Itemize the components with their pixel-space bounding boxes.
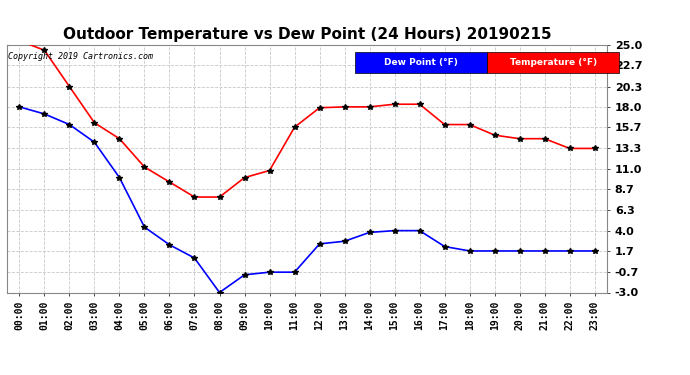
Text: Temperature (°F): Temperature (°F) xyxy=(510,58,597,68)
Text: Dew Point (°F): Dew Point (°F) xyxy=(384,58,458,68)
FancyBboxPatch shape xyxy=(355,53,487,74)
Title: Outdoor Temperature vs Dew Point (24 Hours) 20190215: Outdoor Temperature vs Dew Point (24 Hou… xyxy=(63,27,551,42)
Text: Copyright 2019 Cartronics.com: Copyright 2019 Cartronics.com xyxy=(8,53,152,62)
FancyBboxPatch shape xyxy=(487,53,619,74)
